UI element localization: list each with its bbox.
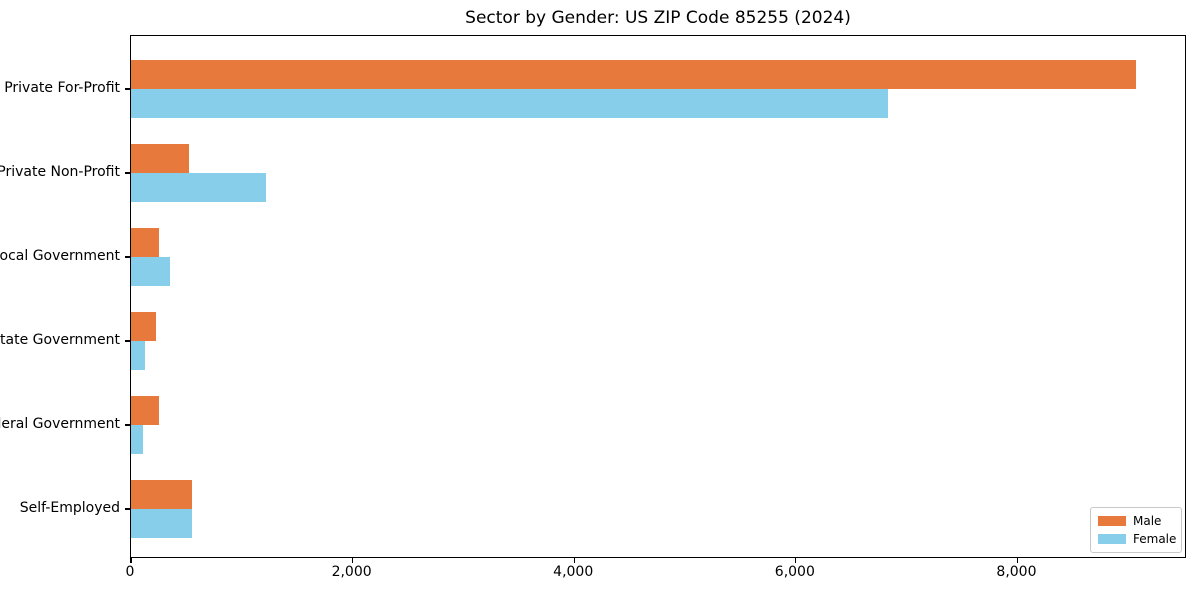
y-tick-mark-self-employed [125, 508, 131, 510]
category-label-state-government: State Government [0, 332, 120, 348]
x-tick-mark-8000 [1016, 557, 1019, 563]
bar-male-self-employed [131, 480, 192, 509]
legend: Male Female [1090, 507, 1182, 553]
category-label-federal-government: Federal Government [0, 416, 120, 432]
category-label-self-employed: Self-Employed [19, 500, 120, 516]
bar-female-self-employed [131, 509, 193, 538]
legend-swatch-female [1098, 534, 1126, 544]
bar-male-private-non-profit [131, 144, 189, 173]
x-tick-mark-6000 [795, 557, 797, 563]
bar-female-private-for-profit [131, 89, 888, 118]
chart-title: Sector by Gender: US ZIP Code 85255 (202… [465, 8, 851, 28]
legend-entry-female: Female [1098, 532, 1177, 546]
category-label-private-non-profit: Private Non-Profit [0, 164, 120, 180]
legend-label-male: Male [1133, 514, 1162, 528]
bar-female-state-government [131, 341, 146, 370]
x-tick-mark-4000 [573, 557, 575, 563]
y-tick-mark-state-government [125, 340, 131, 342]
y-axis-labels: Private For-Profit Private Non-Profit Loca… [0, 35, 120, 558]
legend-label-female: Female [1133, 532, 1177, 546]
bar-male-local-government [131, 228, 159, 257]
y-tick-mark-private-non-profit [125, 172, 131, 174]
bar-female-federal-government [131, 425, 144, 454]
y-tick-mark-private-for-profit [125, 88, 131, 90]
y-tick-mark-federal-government [125, 424, 131, 426]
x-axis-labels: 0 2,000 4,000 6,000 8,000 [126, 564, 1186, 584]
bar-female-local-government [131, 257, 171, 286]
legend-entry-male: Male [1098, 514, 1174, 528]
legend-swatch-male [1098, 516, 1126, 526]
x-tick-label-2000: 2,000 [331, 564, 372, 580]
y-tick-mark-local-government [125, 256, 131, 258]
x-tick-label-4000: 4,000 [553, 564, 594, 580]
x-tick-mark-2000 [352, 557, 354, 563]
x-tick-label-8000: 8,000 [996, 564, 1037, 580]
bar-male-private-for-profit [131, 60, 1137, 89]
x-tick-mark-0 [130, 557, 132, 563]
bar-male-federal-government [131, 396, 159, 425]
category-label-private-for-profit: Private For-Profit [4, 80, 120, 96]
x-tick-label-6000: 6,000 [774, 564, 815, 580]
plot-area [125, 35, 1186, 563]
x-tick-label-0: 0 [125, 564, 135, 580]
bar-male-state-government [131, 312, 157, 341]
category-label-local-government: Local Government [0, 248, 120, 264]
bar-female-private-non-profit [131, 173, 267, 202]
